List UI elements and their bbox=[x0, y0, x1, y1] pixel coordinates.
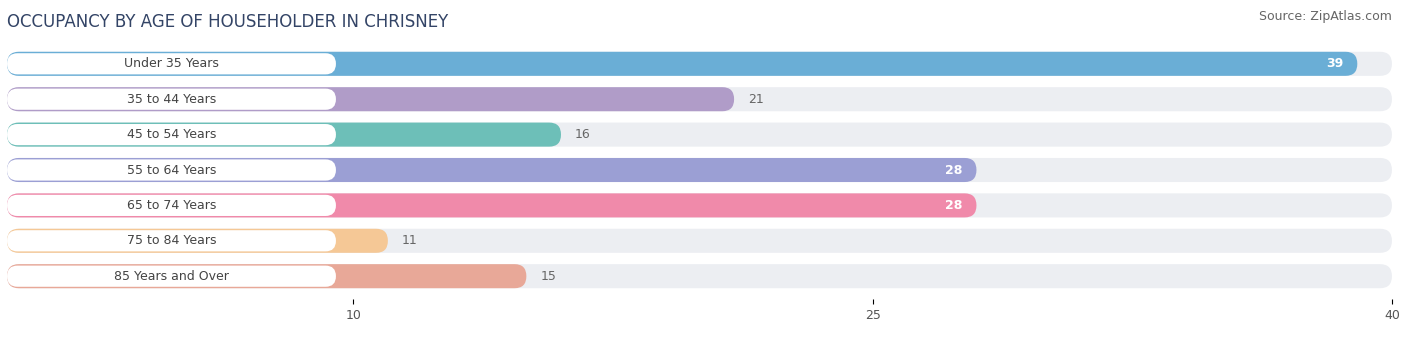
Text: 75 to 84 Years: 75 to 84 Years bbox=[127, 234, 217, 247]
FancyBboxPatch shape bbox=[7, 158, 977, 182]
Text: 39: 39 bbox=[1326, 57, 1344, 70]
FancyBboxPatch shape bbox=[7, 195, 336, 216]
FancyBboxPatch shape bbox=[7, 122, 1392, 147]
Text: 65 to 74 Years: 65 to 74 Years bbox=[127, 199, 217, 212]
FancyBboxPatch shape bbox=[7, 264, 1392, 288]
Text: 11: 11 bbox=[402, 234, 418, 247]
Text: Source: ZipAtlas.com: Source: ZipAtlas.com bbox=[1258, 10, 1392, 23]
FancyBboxPatch shape bbox=[7, 266, 336, 287]
FancyBboxPatch shape bbox=[7, 229, 1392, 253]
FancyBboxPatch shape bbox=[7, 52, 1392, 76]
FancyBboxPatch shape bbox=[7, 193, 977, 218]
FancyBboxPatch shape bbox=[7, 89, 336, 110]
Text: 28: 28 bbox=[945, 164, 963, 176]
FancyBboxPatch shape bbox=[7, 53, 336, 74]
FancyBboxPatch shape bbox=[7, 158, 1392, 182]
FancyBboxPatch shape bbox=[7, 87, 734, 111]
Text: 85 Years and Over: 85 Years and Over bbox=[114, 270, 229, 283]
FancyBboxPatch shape bbox=[7, 264, 526, 288]
FancyBboxPatch shape bbox=[7, 87, 1392, 111]
FancyBboxPatch shape bbox=[7, 159, 336, 181]
Text: 45 to 54 Years: 45 to 54 Years bbox=[127, 128, 217, 141]
Text: OCCUPANCY BY AGE OF HOUSEHOLDER IN CHRISNEY: OCCUPANCY BY AGE OF HOUSEHOLDER IN CHRIS… bbox=[7, 13, 449, 31]
FancyBboxPatch shape bbox=[7, 124, 336, 145]
Text: 35 to 44 Years: 35 to 44 Years bbox=[127, 93, 217, 106]
Text: 28: 28 bbox=[945, 199, 963, 212]
Text: 16: 16 bbox=[575, 128, 591, 141]
FancyBboxPatch shape bbox=[7, 193, 1392, 218]
FancyBboxPatch shape bbox=[7, 52, 1357, 76]
Text: 55 to 64 Years: 55 to 64 Years bbox=[127, 164, 217, 176]
FancyBboxPatch shape bbox=[7, 122, 561, 147]
Text: Under 35 Years: Under 35 Years bbox=[124, 57, 219, 70]
Text: 15: 15 bbox=[540, 270, 557, 283]
FancyBboxPatch shape bbox=[7, 230, 336, 251]
FancyBboxPatch shape bbox=[7, 229, 388, 253]
Text: 21: 21 bbox=[748, 93, 763, 106]
